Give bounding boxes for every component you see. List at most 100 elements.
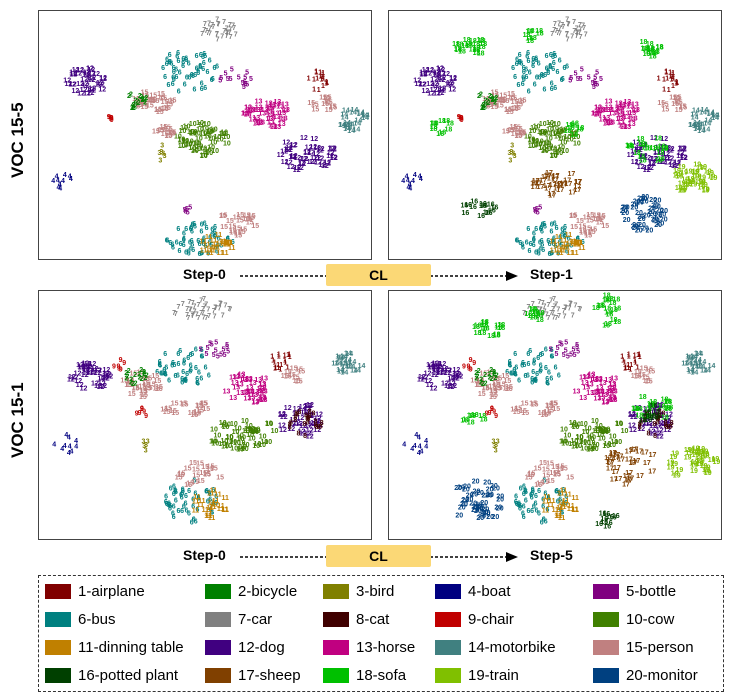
tsne-point-class-7: 7	[181, 301, 185, 308]
legend-item-2: 2-bicycle	[205, 580, 297, 602]
tsne-point-class-12: 12	[82, 370, 90, 377]
tsne-point-class-2: 2	[139, 367, 143, 374]
tsne-point-class-2: 2	[489, 367, 493, 374]
tsne-point-class-2: 2	[130, 105, 134, 112]
tsne-point-class-15: 15	[487, 370, 495, 377]
tsne-point-class-12: 12	[655, 423, 663, 430]
tsne-point-class-2: 2	[493, 375, 497, 382]
tsne-point-class-14: 14	[341, 364, 349, 371]
tsne-point-class-7: 7	[531, 301, 535, 308]
tsne-point-class-6: 6	[532, 242, 536, 249]
tsne-point-class-6: 6	[169, 486, 173, 493]
tsne-point-class-6: 6	[516, 238, 520, 245]
tsne-point-class-6: 6	[546, 380, 550, 387]
legend-label: 5-bottle	[626, 582, 677, 600]
tsne-point-class-6: 6	[530, 379, 534, 386]
tsne-point-class-6: 6	[199, 376, 203, 383]
tsne-point-class-17: 17	[574, 187, 582, 194]
tsne-point-class-18: 18	[576, 126, 584, 133]
tsne-point-class-6: 6	[204, 488, 208, 495]
tsne-point-class-20: 20	[637, 214, 645, 221]
tsne-point-class-15: 15	[319, 95, 327, 102]
tsne-point-class-17: 17	[635, 449, 643, 456]
tsne-point-class-12: 12	[422, 88, 430, 95]
tsne-point-class-7: 7	[225, 31, 229, 38]
tsne-point-class-14: 14	[345, 364, 353, 371]
tsne-point-class-5: 5	[534, 208, 538, 215]
tsne-point-class-6: 6	[520, 61, 524, 68]
tsne-point-class-18: 18	[613, 305, 621, 312]
legend-label: 2-bicycle	[238, 582, 298, 600]
tsne-point-class-20: 20	[458, 505, 466, 512]
tsne-point-class-19: 19	[693, 161, 701, 168]
tsne-point-class-12: 12	[277, 152, 285, 159]
tsne-point-class-20: 20	[457, 485, 465, 492]
tsne-point-class-6: 6	[208, 58, 212, 65]
tsne-point-class-19: 19	[690, 181, 698, 188]
tsne-point-class-12: 12	[449, 383, 457, 390]
tsne-point-class-18: 18	[436, 131, 444, 138]
tsne-point-class-15: 15	[191, 412, 199, 419]
tsne-point-class-12: 12	[437, 90, 445, 97]
tsne-panel-voc15-1-step0: 12 12 12 12 12 12 12 12 12 12 12 12 12 12 12 12 12 12 12 12…	[38, 290, 372, 540]
tsne-point-class-12: 12	[444, 370, 452, 377]
tsne-point-class-20: 20	[657, 221, 665, 228]
tsne-point-class-15: 15	[550, 400, 558, 407]
tsne-point-class-12: 12	[442, 71, 450, 78]
tsne-point-class-17: 17	[606, 457, 614, 464]
tsne-point-class-5: 5	[225, 342, 229, 349]
tsne-point-class-20: 20	[654, 212, 662, 219]
tsne-point-class-15: 15	[519, 408, 527, 415]
tsne-point-class-15: 15	[247, 215, 255, 222]
tsne-point-class-7: 7	[547, 302, 551, 309]
legend-item-14: 14-motorbike	[435, 636, 556, 658]
tsne-point-class-15: 15	[494, 385, 502, 392]
tsne-point-class-12: 12	[667, 146, 675, 153]
tsne-point-class-14: 14	[357, 111, 365, 118]
tsne-point-class-18: 18	[452, 41, 460, 48]
tsne-point-class-7: 7	[549, 298, 553, 305]
tsne-point-class-10: 10	[248, 435, 256, 442]
tsne-point-class-6: 6	[202, 51, 206, 58]
tsne-point-class-10: 10	[220, 423, 228, 430]
tsne-point-class-4: 4	[67, 435, 71, 442]
tsne-point-class-18: 18	[609, 300, 617, 307]
tsne-point-class-13: 13	[248, 107, 256, 114]
tsne-point-class-18: 18	[635, 413, 643, 420]
tsne-point-class-10: 10	[186, 139, 194, 146]
tsne-point-class-7: 7	[563, 313, 567, 320]
tsne-point-class-6: 6	[165, 501, 169, 508]
tsne-point-class-6: 6	[184, 55, 188, 62]
tsne-point-class-6: 6	[508, 362, 512, 369]
tsne-point-class-18: 18	[647, 46, 655, 53]
tsne-point-class-6: 6	[513, 371, 517, 378]
tsne-point-class-15: 15	[161, 99, 169, 106]
tsne-point-class-14: 14	[681, 361, 689, 368]
tsne-point-class-11: 11	[208, 248, 216, 255]
tsne-point-class-10: 10	[528, 137, 536, 144]
tsne-point-class-17: 17	[554, 181, 562, 188]
tsne-point-class-6: 6	[190, 351, 194, 358]
tsne-point-class-3: 3	[494, 448, 498, 455]
tsne-point-class-15: 15	[513, 125, 521, 132]
tsne-point-class-11: 11	[221, 250, 229, 257]
tsne-point-class-6: 6	[184, 493, 188, 500]
tsne-point-class-6: 6	[508, 359, 512, 366]
tsne-point-class-7: 7	[207, 20, 211, 27]
tsne-point-class-10: 10	[219, 420, 227, 427]
tsne-point-class-10: 10	[232, 429, 240, 436]
tsne-point-class-10: 10	[221, 438, 229, 445]
tsne-point-class-18: 18	[567, 125, 575, 132]
tsne-point-class-18: 18	[479, 41, 487, 48]
tsne-point-class-6: 6	[542, 517, 546, 524]
tsne-point-class-15: 15	[553, 471, 561, 478]
tsne-point-class-15: 15	[154, 107, 162, 114]
tsne-point-class-3: 3	[159, 149, 163, 156]
tsne-point-class-7: 7	[206, 30, 210, 37]
tsne-point-class-14: 14	[708, 363, 716, 370]
tsne-point-class-6: 6	[550, 353, 554, 360]
tsne-point-class-5: 5	[218, 77, 222, 84]
tsne-point-class-14: 14	[337, 354, 345, 361]
tsne-point-class-6: 6	[173, 487, 177, 494]
tsne-point-class-18: 18	[633, 150, 641, 157]
